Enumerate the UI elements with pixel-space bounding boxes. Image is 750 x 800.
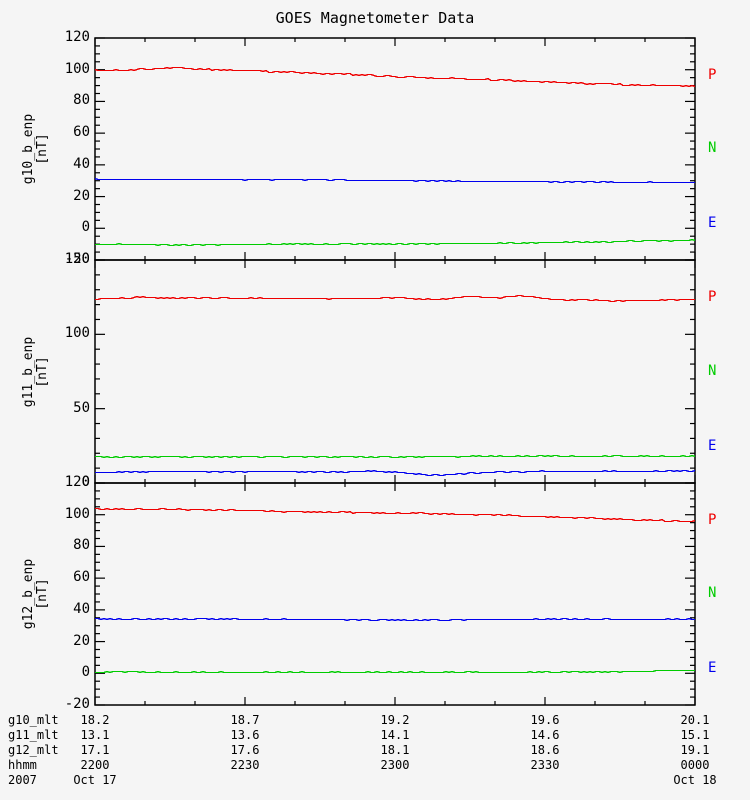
y-tick-label-goes12: 120 (64, 474, 90, 490)
trace-goes10-n (95, 238, 696, 247)
footer-value: 18.6 (530, 743, 560, 757)
trace-goes12-p (95, 507, 696, 523)
footer-value: Oct 18 (673, 773, 717, 787)
footer-value: 18.2 (80, 713, 110, 727)
y-tick-label-goes12: 20 (73, 632, 90, 649)
y-tick-label-goes12: 80 (73, 537, 90, 554)
footer-value: 19.2 (380, 713, 410, 727)
panel-border-goes10 (94, 37, 696, 261)
footer-row-label: 2007 (8, 773, 37, 787)
trace-goes12-e (95, 617, 695, 622)
footer-value: 2200 (80, 758, 110, 772)
component-label-goes12-n: N (708, 585, 717, 601)
component-label-goes10-n: N (708, 140, 717, 156)
footer-row-label: g12_mlt (8, 743, 59, 757)
footer-value: 2230 (230, 758, 260, 772)
y-tick-label-goes12: 100 (64, 505, 90, 522)
footer-value: 19.1 (680, 743, 710, 757)
y-tick-label-goes12: 60 (73, 569, 90, 586)
trace-goes10-e (94, 177, 695, 184)
y-axis-units: [nT] (35, 578, 50, 610)
footer-value: 15.1 (680, 728, 710, 742)
component-label-goes11-n: N (708, 362, 717, 379)
y-tick-label-goes11: 100 (64, 325, 90, 342)
y-tick-label-goes10: 0 (81, 219, 90, 236)
y-tick-label-goes10: 60 (73, 124, 90, 141)
y-axis-name: g10_b_enp (21, 113, 36, 185)
footer-value: 0000 (680, 758, 710, 772)
footer-value: 2300 (380, 758, 410, 772)
y-axis-units: [nT] (35, 133, 50, 165)
footer-row-label: hhmm (8, 758, 37, 772)
y-tick-label-goes11: 50 (73, 399, 90, 416)
y-tick-label-goes11: 150 (64, 251, 90, 267)
footer-value: 13.1 (80, 728, 110, 742)
footer-value: 18.1 (380, 743, 410, 757)
footer-value: 13.6 (230, 728, 260, 742)
y-tick-label-goes12: 40 (73, 600, 90, 617)
y-axis-label-goes10: g10_b_enp [nT] (21, 113, 50, 185)
component-label-goes11-p: P (708, 288, 717, 305)
component-label-goes11-e: E (708, 438, 717, 455)
footer-row-label: g11_mlt (8, 728, 59, 742)
footer-value: Oct 17 (73, 773, 117, 787)
footer-value: 18.7 (230, 713, 260, 727)
component-label-goes10-e: E (708, 215, 717, 232)
component-label-goes10-p: P (708, 66, 717, 83)
y-tick-label-goes10: 80 (73, 92, 90, 109)
component-label-goes12-p: P (708, 511, 717, 528)
y-axis-label-goes12: g12_b_enp [nT] (21, 558, 50, 630)
footer-value: 2330 (530, 758, 560, 772)
y-axis-label-goes11: g11_b_enp [nT] (21, 336, 50, 407)
footer-value: 19.6 (530, 713, 560, 727)
panel-border-goes11 (94, 259, 696, 484)
y-tick-label-goes10: 120 (64, 29, 90, 45)
y-tick-label-goes10: 40 (73, 155, 90, 172)
y-tick-label-goes12: -20 (64, 696, 90, 712)
trace-goes11-p (95, 294, 695, 303)
footer-value: 17.1 (80, 743, 110, 757)
y-axis-name: g11_b_enp (21, 336, 36, 407)
y-tick-label-goes12: 0 (81, 664, 90, 681)
y-tick-label-goes11: 0 (81, 474, 90, 490)
y-axis-units: [nT] (35, 355, 50, 388)
y-tick-label-goes10: 20 (73, 187, 90, 204)
footer-value: 14.1 (380, 728, 410, 742)
trace-goes10-p (94, 66, 696, 88)
y-tick-label-goes10: 100 (64, 60, 90, 77)
y-axis-name: g12_b_enp (21, 558, 36, 630)
footer-value: 20.1 (680, 713, 710, 727)
footer-row-label: g10_mlt (8, 713, 59, 727)
y-tick-label-goes10: -20 (64, 251, 90, 267)
component-label-goes12-e: E (708, 660, 717, 677)
trace-goes12-n (95, 669, 695, 674)
footer-value: 14.6 (530, 728, 560, 742)
trace-goes11-e (95, 469, 696, 477)
chart-title: GOES Magnetometer Data (275, 9, 475, 27)
footer-value: 17.6 (230, 743, 260, 757)
trace-goes11-n (95, 454, 696, 459)
